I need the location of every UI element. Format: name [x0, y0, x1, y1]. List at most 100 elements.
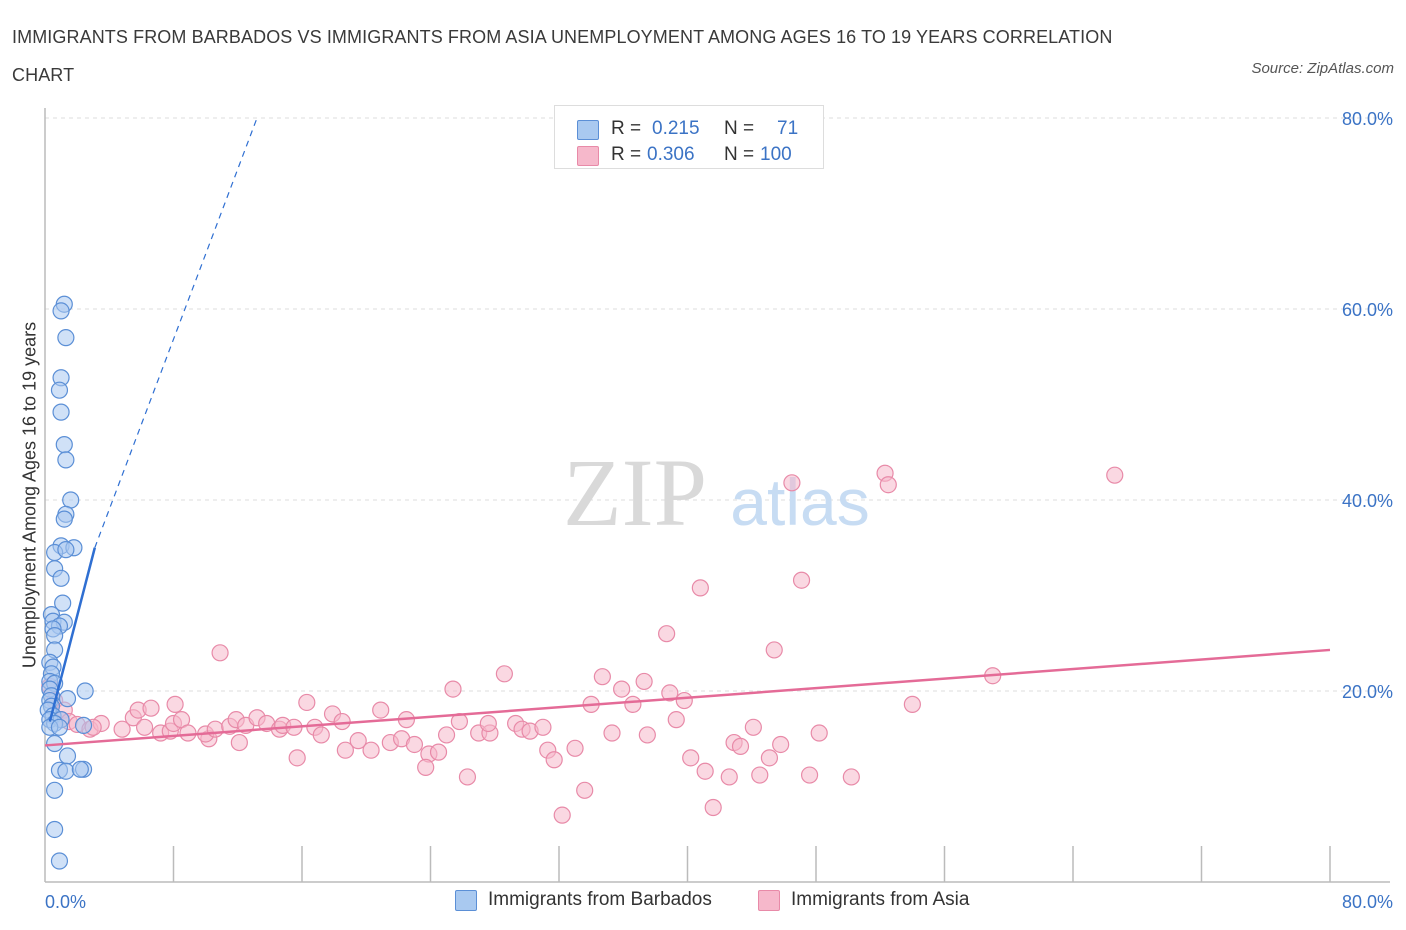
asia-point-23 — [211, 644, 229, 662]
asia-point-89 — [772, 735, 790, 754]
n-label: N = — [724, 144, 755, 165]
watermark: ZIP atlas — [563, 439, 870, 546]
barbados-point-14 — [57, 541, 75, 559]
asia-point-48 — [417, 758, 435, 777]
barbados-point-45 — [58, 747, 77, 765]
asia-point-71 — [624, 695, 642, 713]
asia-point-41 — [372, 701, 390, 719]
asia-point-9 — [113, 720, 131, 738]
asia-point-53 — [458, 768, 477, 786]
n-value: 71 — [777, 118, 799, 139]
asia-swatch — [758, 890, 780, 911]
watermark-zip: ZIP — [563, 439, 707, 546]
asia-trendline — [44, 648, 1331, 747]
asia-point-79 — [691, 579, 709, 597]
barbados-point-16 — [52, 569, 70, 587]
asia-point-81 — [704, 798, 722, 817]
n-value: 100 — [760, 144, 792, 165]
barbados-point-6 — [55, 436, 73, 454]
barbados-point-23 — [46, 627, 64, 645]
asia-point-96 — [879, 476, 897, 494]
asia-point-87 — [760, 749, 779, 767]
asia-point-74 — [658, 625, 676, 643]
barbados-point-8 — [62, 491, 80, 509]
x-tick-label-1: 80.0% — [1342, 892, 1393, 912]
r-label: R = — [611, 144, 642, 165]
asia-point-46 — [405, 735, 424, 754]
y-tick-label-0: 20.0% — [1342, 682, 1393, 702]
barbados-point-49 — [71, 760, 89, 778]
asia-point-72 — [635, 672, 653, 691]
asia-point-63 — [545, 751, 563, 769]
correlation-legend: R = 0.215 N = 71 R = 0.306 N = 100 — [554, 105, 824, 169]
y-tick-label-1: 40.0% — [1342, 491, 1393, 511]
watermark-atlas: atlas — [730, 465, 869, 539]
barbados-point-42 — [50, 718, 69, 736]
asia-point-65 — [566, 739, 584, 757]
barbados-point-7 — [57, 451, 75, 469]
asia-point-26 — [230, 733, 248, 752]
asia-point-61 — [534, 718, 552, 736]
asia-point-97 — [903, 695, 921, 713]
grid — [45, 117, 1390, 692]
barbados-point-10 — [55, 510, 73, 528]
legend-label-barbados: Immigrants from Barbados — [488, 889, 712, 910]
barbados-swatch — [577, 120, 599, 140]
asia-point-56 — [479, 714, 497, 733]
asia-point-77 — [675, 691, 693, 710]
asia-point-17 — [166, 695, 184, 713]
x-tick-label-0: 0.0% — [45, 892, 86, 912]
barbados-trendline — [48, 547, 97, 722]
source-label: Source: ZipAtlas.com — [1251, 60, 1394, 77]
asia-point-69 — [603, 724, 621, 742]
asia-point-82 — [720, 768, 738, 786]
asia-point-34 — [298, 693, 316, 712]
asia-point-73 — [638, 726, 656, 744]
asia-point-75 — [661, 684, 679, 702]
chart-title: IMMIGRANTS FROM BARBADOS VS IMMIGRANTS F… — [12, 27, 1113, 85]
asia-point-92 — [800, 766, 819, 784]
axes — [44, 108, 1390, 883]
asia-point-39 — [336, 741, 354, 759]
barbados-point-47 — [57, 762, 75, 780]
r-label: R = — [611, 118, 642, 139]
barbados-point-4 — [50, 381, 69, 399]
asia-point-40 — [349, 732, 367, 750]
asia-point-90 — [783, 474, 801, 492]
asia-point-84 — [731, 737, 750, 755]
barbados-point-1 — [52, 302, 70, 320]
asia-point-94 — [842, 768, 860, 786]
asia-point-19 — [179, 724, 197, 742]
y-tick-label-3: 80.0% — [1342, 109, 1393, 129]
asia-point-85 — [751, 766, 769, 784]
asia-point-93 — [810, 724, 828, 742]
barbados-trend-extension — [94, 117, 258, 548]
barbados-point-52 — [50, 852, 69, 870]
asia-point-38 — [333, 712, 351, 731]
asia-point-49 — [429, 743, 448, 761]
asia-point-76 — [667, 711, 685, 729]
asia-point-70 — [613, 680, 631, 698]
asia-point-50 — [437, 726, 456, 744]
y-tick-label-2: 60.0% — [1342, 300, 1393, 320]
legend-label-asia: Immigrants from Asia — [791, 889, 970, 910]
asia-point-66 — [576, 781, 594, 799]
r-value: 0.306 — [647, 144, 695, 165]
barbados-point-34 — [58, 690, 77, 708]
asia-point-88 — [765, 641, 783, 659]
asia-point-80 — [696, 762, 714, 780]
tick-labels: 20.0% 40.0% 60.0% 80.0% 0.0% 80.0% — [45, 109, 1393, 912]
r-value: 0.215 — [652, 118, 700, 139]
trendlines — [44, 117, 1331, 747]
asia-point-86 — [744, 718, 762, 736]
barbados-point-31 — [76, 682, 94, 700]
asia-point-57 — [495, 665, 513, 683]
y-axis-label: Unemployment Among Ages 16 to 19 years — [19, 321, 40, 669]
asia-point-12 — [135, 718, 154, 736]
asia-point-91 — [792, 571, 811, 589]
asia-point-68 — [593, 668, 611, 686]
asia-point-51 — [444, 680, 462, 698]
barbados-point-51 — [46, 820, 64, 839]
asia-point-64 — [553, 806, 571, 824]
